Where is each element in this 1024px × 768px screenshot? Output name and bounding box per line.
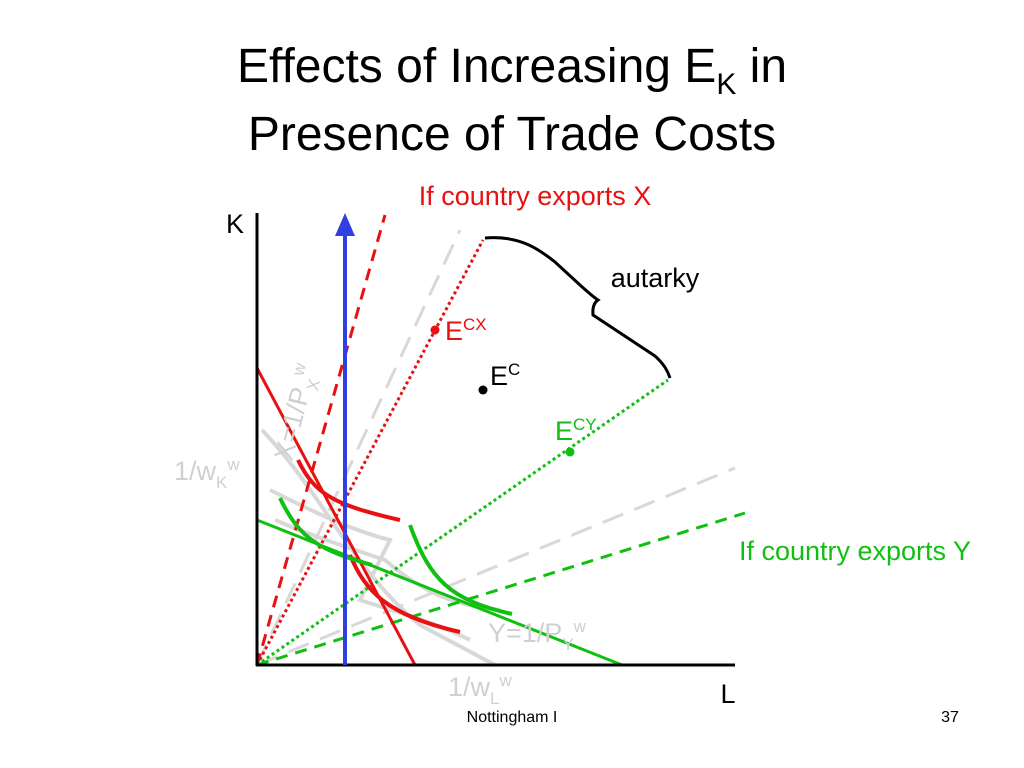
label-sup: CY xyxy=(573,415,597,434)
label-wl: 1/wLw xyxy=(448,671,513,708)
label-ecx: ECX xyxy=(445,315,487,346)
title-text: in xyxy=(736,40,787,93)
label-y-iso: Y=1/PYw xyxy=(488,617,587,654)
label-base: 1/w xyxy=(174,456,217,486)
title-text: Effects of Increasing E xyxy=(237,40,716,93)
label-base: Y=1/P xyxy=(488,618,562,648)
label-sub: L xyxy=(490,689,499,708)
red-dotted-ray xyxy=(255,239,485,666)
label-base: E xyxy=(555,416,573,446)
red-dashed-ray xyxy=(255,214,387,666)
red-isoquant xyxy=(296,459,401,522)
green-dotted-ray xyxy=(256,378,669,667)
gray-dashed-ray xyxy=(255,229,462,666)
label-base: 1/w xyxy=(448,672,491,702)
title-line2: Presence of Trade Costs xyxy=(248,108,776,161)
label-ec: EC xyxy=(490,360,520,391)
label-sub: Y xyxy=(562,635,573,654)
title-line1: Effects of Increasing EK in xyxy=(237,40,787,101)
gray-dashed-ray xyxy=(256,466,736,667)
axis-label-k: K xyxy=(226,209,244,239)
label-sup: w xyxy=(573,617,587,636)
page-number: 37 xyxy=(941,709,959,726)
label-wk: 1/wKw xyxy=(174,455,240,492)
label-sup: C xyxy=(508,360,520,379)
title-sub: K xyxy=(716,68,736,101)
label-base: E xyxy=(445,316,463,346)
point-ecy xyxy=(565,447,575,457)
label-sub: X xyxy=(303,377,324,393)
label-exports-y: If country exports Y xyxy=(739,536,971,566)
axis-label-l: L xyxy=(720,679,735,709)
red-price-line xyxy=(255,367,417,666)
point-ecx xyxy=(430,325,440,335)
diagram xyxy=(255,213,746,667)
label-base: E xyxy=(490,361,508,391)
label-autarky: autarky xyxy=(611,263,700,293)
label-ecy: ECY xyxy=(555,415,597,446)
gray-curve xyxy=(274,518,501,612)
green-dashed-ray xyxy=(256,511,746,667)
label-sup: w xyxy=(288,360,310,378)
green-isoquant xyxy=(408,524,513,616)
point-ec xyxy=(478,385,488,395)
label-sup: w xyxy=(226,455,240,474)
green-isoquant xyxy=(278,497,373,567)
label-exports-x: If country exports X xyxy=(419,181,652,211)
footer-text: Nottingham I xyxy=(467,709,558,726)
label-sub: K xyxy=(216,473,228,492)
blue-arrowhead xyxy=(335,213,355,236)
brace xyxy=(484,236,672,379)
label-sup: w xyxy=(499,671,513,690)
label-sup: CX xyxy=(463,315,487,334)
red-isoquant xyxy=(348,554,461,634)
